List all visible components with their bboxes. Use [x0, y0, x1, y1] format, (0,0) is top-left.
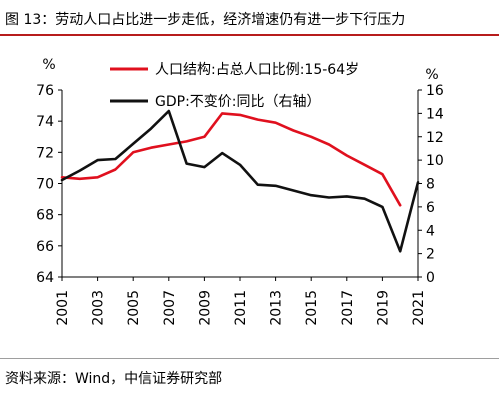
source-note: 资料来源：Wind，中信证券研究部: [5, 371, 223, 387]
footer-divider: [0, 358, 499, 359]
chart-title: 图 13：劳动人口占比进一步走低，经济增速仍有进一步下行压力: [5, 12, 406, 28]
right-axis-tick-label: 2: [426, 247, 435, 263]
right-axis-tick-label: 10: [426, 153, 444, 169]
x-axis-tick-label: 2003: [91, 290, 107, 326]
right-axis-tick-label: 14: [426, 106, 444, 122]
left-axis-tick-label: 66: [36, 239, 54, 255]
x-axis-tick-label: 2001: [55, 290, 71, 326]
right-axis-tick-label: 16: [426, 83, 444, 99]
series-line-gdp-growth: [60, 109, 420, 253]
right-axis-tick-label: 0: [426, 270, 435, 286]
title-divider: [0, 34, 499, 36]
right-axis-tick-label: 8: [426, 177, 435, 193]
x-axis-tick-label: 2007: [162, 290, 178, 326]
x-axis-tick-label: 2013: [269, 290, 285, 326]
left-axis-unit: %: [42, 57, 55, 73]
left-axis-tick-label: 70: [36, 177, 54, 193]
left-axis-tick-label: 64: [36, 270, 54, 286]
left-axis-tick-label: 74: [36, 114, 54, 130]
right-axis-tick-label: 6: [426, 200, 435, 216]
legend-label: GDP:不变价:同比（右轴）: [155, 94, 321, 110]
left-axis-tick-label: 72: [36, 145, 54, 161]
x-axis-tick-label: 2005: [126, 290, 142, 326]
x-axis-tick-label: 2009: [197, 290, 213, 326]
x-axis-tick-label: 2011: [233, 290, 249, 326]
right-axis-unit: %: [425, 67, 438, 83]
left-axis-tick-label: 76: [36, 83, 54, 99]
legend-label: 人口结构:占总人口比例:15-64岁: [155, 62, 359, 78]
x-axis-tick-label: 2019: [375, 290, 391, 326]
series-layer: [60, 109, 420, 253]
series-line-working-age-share: [60, 112, 402, 207]
x-axis-tick-label: 2015: [304, 290, 320, 326]
legend: 人口结构:占总人口比例:15-64岁 GDP:不变价:同比（右轴）: [110, 62, 359, 110]
right-axis-tick-label: 12: [426, 130, 444, 146]
x-axis-tick-label: 2017: [340, 290, 356, 326]
x-axis-tick-label: 2021: [411, 290, 427, 326]
right-axis-tick-label: 4: [426, 223, 435, 239]
left-axis-tick-label: 68: [36, 208, 54, 224]
